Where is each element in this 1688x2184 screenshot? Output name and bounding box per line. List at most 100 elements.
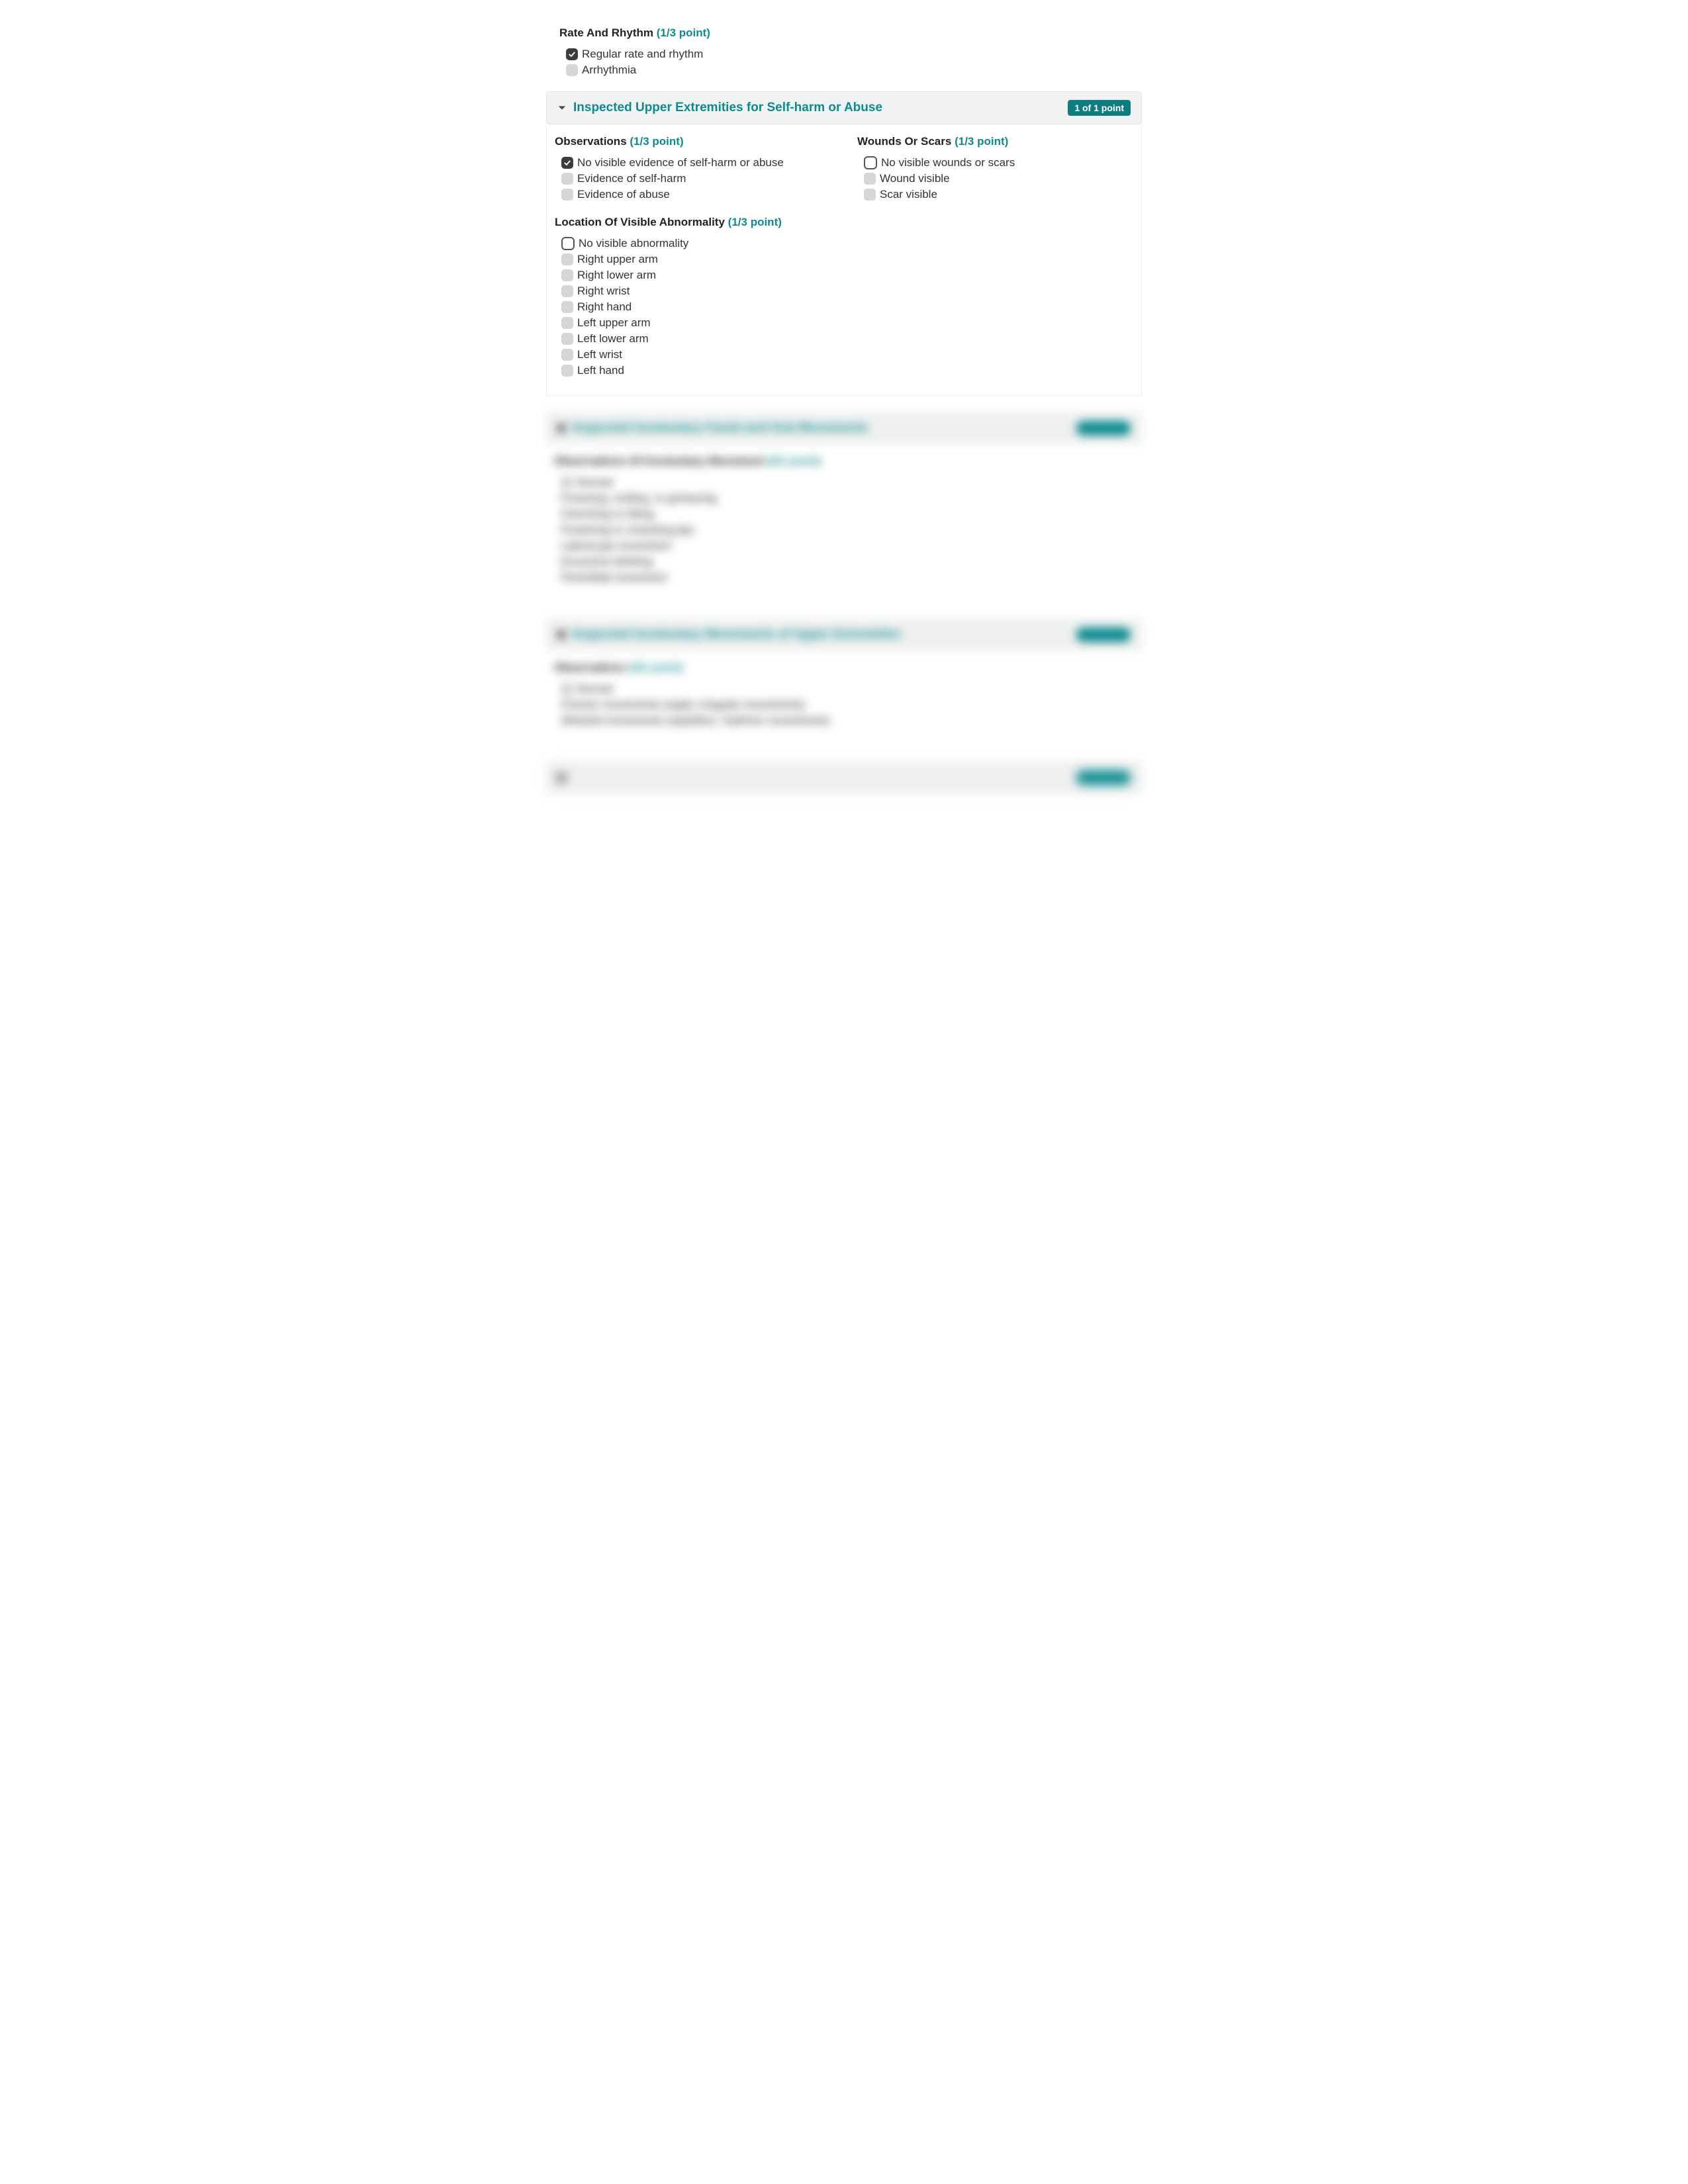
chevron-down-icon — [557, 774, 565, 782]
points-badge: 1 of 1 point — [1068, 100, 1131, 116]
rate-and-rhythm-group: Rate And Rhythm (1/3 point) Regular rate… — [546, 26, 1142, 78]
section-body: Observations Of Involuntary Movement (0/… — [546, 444, 1142, 603]
option-row: Athetoid movements (repetitive, rhythmic… — [561, 713, 1134, 729]
option-row[interactable]: No visible abnormality — [561, 236, 1133, 251]
chevron-down-icon — [557, 631, 565, 639]
option-label: Left upper arm — [577, 316, 651, 330]
option-row[interactable]: Wound visible — [864, 171, 1133, 187]
points-badge — [1076, 770, 1131, 785]
options-list: No visible wounds or scars Wound visibleS… — [857, 155, 1133, 203]
group-points: (1/3 point) — [630, 135, 683, 148]
option-label: Left hand — [577, 364, 624, 377]
option-label: Normal — [577, 682, 613, 696]
option-label: Choreic movements (rapid, irregular move… — [561, 698, 805, 711]
option-row[interactable]: Right hand — [561, 299, 1133, 315]
checkbox[interactable] — [864, 189, 876, 201]
checkbox[interactable] — [561, 269, 573, 281]
section-body-upper-ext: Observations (1/3 point) No visible evid… — [546, 124, 1142, 396]
section-header-left: Inspected Involuntary Movements of Upper… — [557, 627, 901, 642]
section-header: Inspected Involuntary Facial and Oral Mo… — [546, 412, 1142, 444]
points-badge — [1076, 421, 1131, 435]
section-title: Inspected Involuntary Facial and Oral Mo… — [572, 421, 868, 435]
option-row: Normal — [561, 681, 1134, 697]
chevron-down-icon — [557, 424, 565, 432]
option-label: Evidence of abuse — [577, 188, 670, 201]
checkbox[interactable] — [864, 156, 877, 169]
assessment-form: Rate And Rhythm (1/3 point) Regular rate… — [546, 26, 1142, 794]
checkbox[interactable] — [561, 301, 573, 313]
option-row[interactable]: Regular rate and rhythm — [566, 46, 1142, 62]
option-row[interactable]: Left wrist — [561, 347, 1133, 363]
group-points: (0/1 point) — [767, 455, 821, 467]
options-list: No visible abnormalityRight upper armRig… — [555, 236, 1133, 379]
option-label: Right upper arm — [577, 253, 658, 266]
option-label: Normal — [577, 476, 613, 489]
option-row: Clenching or biting — [561, 506, 1134, 522]
blurred-section-facial: Inspected Involuntary Facial and Oral Mo… — [546, 412, 1142, 603]
blurred-section-upper-ext-mov: Inspected Involuntary Movements of Upper… — [546, 619, 1142, 746]
checkbox[interactable] — [566, 48, 578, 60]
option-row[interactable]: Scar visible — [864, 187, 1133, 203]
checkbox — [561, 683, 573, 695]
option-row[interactable]: Left hand — [561, 363, 1133, 379]
checkbox[interactable] — [561, 365, 573, 377]
checkbox[interactable] — [561, 189, 573, 201]
group-title: Location Of Visible Abnormality (1/3 poi… — [555, 216, 1133, 229]
checkbox[interactable] — [561, 285, 573, 297]
section-header — [546, 762, 1142, 794]
option-label: No visible wounds or scars — [881, 156, 1015, 169]
checkbox[interactable] — [561, 237, 575, 250]
option-label: Frowning, smiling, or grimacing — [561, 492, 716, 505]
group-title-text: Observations — [554, 661, 626, 674]
observations-group: Observations (1/3 point) No visible evid… — [555, 135, 831, 216]
option-label: Right hand — [577, 300, 632, 314]
option-label: No visible evidence of self-harm or abus… — [577, 156, 784, 169]
option-label: Regular rate and rhythm — [582, 48, 703, 61]
section-title: Inspected Upper Extremities for Self-har… — [573, 101, 882, 115]
option-label: Periorbital movement — [561, 571, 667, 584]
section-header-upper-ext[interactable]: Inspected Upper Extremities for Self-har… — [546, 91, 1142, 124]
group-title: Wounds Or Scars (1/3 point) — [857, 135, 1133, 148]
group-title-text: Observations — [555, 135, 627, 148]
option-row[interactable]: No visible wounds or scars — [864, 155, 1133, 171]
group-title: Observations (0/1 point) — [554, 661, 1134, 674]
option-row[interactable]: Right upper arm — [561, 251, 1133, 267]
options-list: Normal Choreic movements (rapid, irregula… — [554, 681, 1134, 729]
checkbox[interactable] — [561, 173, 573, 185]
points-badge — [1076, 627, 1131, 642]
group-title-text: Rate And Rhythm — [559, 26, 653, 39]
checkbox[interactable] — [561, 317, 573, 329]
checkbox[interactable] — [561, 349, 573, 361]
option-label: Puckering or smacking lips — [561, 523, 694, 537]
checkbox — [561, 477, 573, 488]
checkbox[interactable] — [566, 64, 578, 76]
checkbox[interactable] — [561, 253, 573, 265]
wounds-group: Wounds Or Scars (1/3 point) No visible w… — [857, 135, 1133, 216]
option-row[interactable]: Left lower arm — [561, 331, 1133, 347]
option-row: Lateral jaw movement — [561, 538, 1134, 554]
section-header-left: Inspected Upper Extremities for Self-har… — [557, 101, 882, 115]
group-title-text: Observations Of Involuntary Movement — [554, 455, 764, 467]
option-row[interactable]: Left upper arm — [561, 315, 1133, 331]
option-label: Arrhythmia — [582, 64, 636, 77]
chevron-down-icon — [557, 103, 567, 113]
section-header-left: Inspected Involuntary Facial and Oral Mo… — [557, 421, 868, 435]
group-points: (1/3 point) — [657, 26, 710, 39]
location-group: Location Of Visible Abnormality (1/3 poi… — [555, 216, 1133, 379]
checkbox[interactable] — [864, 173, 876, 185]
option-label: Excessive blinking — [561, 555, 653, 569]
option-row[interactable]: Right lower arm — [561, 267, 1133, 283]
option-label: Lateral jaw movement — [561, 539, 671, 553]
option-row[interactable]: Right wrist — [561, 283, 1133, 299]
option-row[interactable]: No visible evidence of self-harm or abus… — [561, 155, 831, 171]
checkbox[interactable] — [561, 157, 573, 169]
option-row[interactable]: Arrhythmia — [566, 62, 1142, 78]
option-row: Choreic movements (rapid, irregular move… — [561, 697, 1134, 713]
option-label: Right wrist — [577, 285, 630, 298]
section-body: Observations (0/1 point) Normal Choreic m… — [546, 651, 1142, 746]
option-label: No visible abnormality — [579, 237, 688, 250]
option-row[interactable]: Evidence of abuse — [561, 187, 831, 203]
checkbox[interactable] — [561, 333, 573, 345]
group-title-text: Wounds Or Scars — [857, 135, 951, 148]
option-row[interactable]: Evidence of self-harm — [561, 171, 831, 187]
